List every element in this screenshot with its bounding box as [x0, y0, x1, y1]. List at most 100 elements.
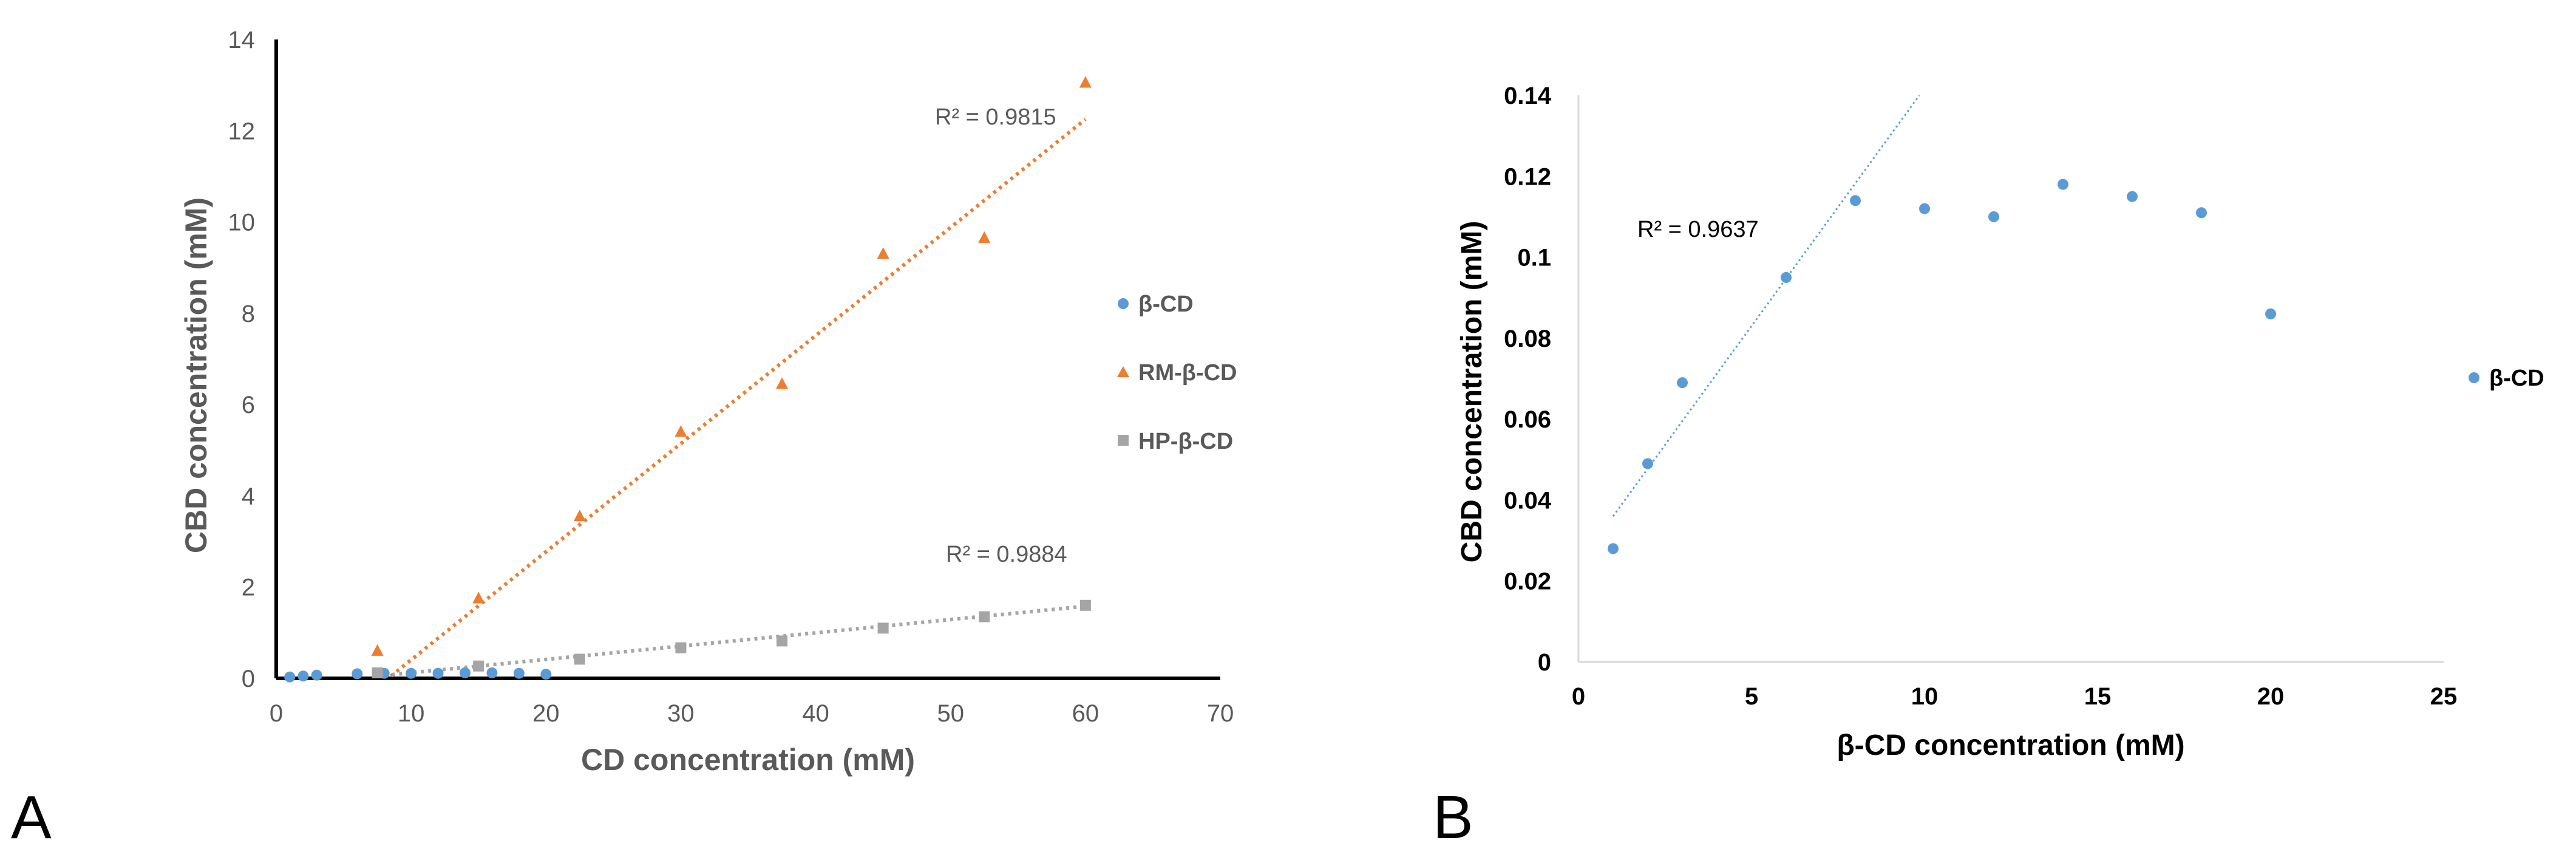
legend-beta-cd-label: β-CD — [1138, 292, 1194, 317]
chart-a-x-tick-label: 30 — [667, 700, 695, 727]
chart-a-x-tick-label: 10 — [398, 700, 425, 727]
legend-beta-cd-marker — [1118, 298, 1129, 309]
data-point-beta-cd — [432, 667, 444, 679]
data-point-rm-beta-cd — [978, 231, 991, 243]
data-point-beta-cd — [2196, 207, 2207, 219]
chart-b-y-tick-label: 0 — [1538, 649, 1551, 676]
chart-a-x-tick-label: 50 — [937, 700, 964, 727]
chart-a-x-tick-label: 0 — [270, 700, 283, 727]
chart-a-tick-labels: 0 10 20 30 40 50 60 70 0 2 4 6 8 10 12 14 — [228, 27, 1234, 727]
data-point-beta-cd — [2127, 191, 2138, 202]
chart-a-legend: β-CD RM-β-CD HP-β-CD — [1117, 292, 1237, 454]
data-point-beta-cd — [2265, 308, 2276, 319]
chart-b-y-tick-label: 0.12 — [1504, 163, 1551, 190]
chart-a-x-tick-label: 20 — [532, 700, 560, 727]
data-point-rm-beta-cd — [371, 644, 384, 656]
chart-b-x-tick-label: 5 — [1745, 683, 1758, 710]
chart-b-x-tick-label: 25 — [2430, 683, 2458, 710]
data-point-hp-beta-cd — [372, 667, 383, 678]
chart-a-data-points — [284, 76, 1092, 683]
chart-a-y-tick-label: 0 — [242, 666, 255, 692]
legend-b-beta-cd-marker — [2469, 372, 2479, 383]
chart-b-data-points — [1608, 179, 2276, 554]
chart-b-y-tick-label: 0.14 — [1504, 83, 1552, 109]
chart-a-xlabel: CD concentration (mM) — [581, 743, 915, 777]
chart-b-y-tick-label: 0.04 — [1504, 487, 1552, 514]
chart-b-legend: β-CD — [2469, 366, 2544, 391]
data-point-hp-beta-cd — [877, 622, 889, 634]
trendline--cd — [1612, 95, 1920, 517]
chart-a: 0 10 20 30 40 50 60 70 0 2 4 6 8 10 12 14 CD concentrat… — [11, 27, 1237, 851]
chart-b-xlabel: β-CD concentration (mM) — [1837, 729, 2184, 762]
chart-b-x-tick-label: 20 — [2257, 683, 2285, 710]
chart-a-r2-hp: R² = 0.9884 — [946, 542, 1067, 567]
data-point-rm-beta-cd — [1079, 76, 1092, 88]
chart-b-trendlines — [1612, 95, 1920, 517]
chart-a-x-tick-label: 70 — [1207, 700, 1234, 727]
chart-a-y-tick-label: 4 — [242, 483, 255, 510]
chart-a-y-tick-label: 10 — [228, 210, 256, 236]
data-point-beta-cd — [1988, 211, 1999, 222]
data-point-beta-cd — [1919, 203, 1930, 214]
data-point-beta-cd — [460, 667, 471, 678]
data-point-beta-cd — [486, 667, 498, 678]
data-point-beta-cd — [1677, 377, 1688, 389]
data-point-rm-beta-cd — [472, 592, 485, 604]
panel-b-label: B — [1433, 783, 1473, 851]
trendline-hp-cd — [377, 604, 1086, 678]
chart-b-x-tick-label: 10 — [1911, 683, 1939, 710]
data-point-beta-cd — [1642, 458, 1653, 469]
data-point-beta-cd — [513, 667, 525, 679]
chart-b-tick-labels: 0 5 10 15 20 25 0 0.02 0.04 0.06 0.08 0.1 0.12 0.14 — [1504, 83, 2457, 710]
data-point-beta-cd — [284, 671, 296, 683]
data-point-beta-cd — [352, 668, 363, 680]
data-point-hp-beta-cd — [675, 642, 687, 653]
legend-b-beta-cd-label: β-CD — [2489, 366, 2544, 391]
chart-a-x-tick-label: 60 — [1072, 700, 1099, 727]
chart-b-x-tick-label: 0 — [1572, 683, 1585, 710]
chart-a-y-tick-label: 6 — [242, 392, 255, 418]
data-point-hp-beta-cd — [574, 653, 585, 665]
chart-b: 0 5 10 15 20 25 0 0.02 0.04 0.06 0.08 0.1 0.12 0.14 β… — [1433, 83, 2544, 851]
chart-b-y-tick-label: 0.02 — [1504, 568, 1551, 595]
legend-rm-beta-cd-marker — [1117, 366, 1129, 377]
chart-b-r2: R² = 0.9637 — [1637, 217, 1759, 242]
chart-a-y-tick-label: 14 — [228, 27, 256, 53]
data-point-hp-beta-cd — [979, 611, 990, 622]
chart-a-y-tick-label: 12 — [228, 118, 256, 145]
data-point-beta-cd — [311, 669, 322, 681]
data-point-rm-beta-cd — [776, 377, 789, 389]
data-point-rm-beta-cd — [877, 247, 889, 259]
trendline-rm-cd — [389, 118, 1087, 678]
chart-b-ylabel: CBD concentration (mM) — [1456, 221, 1488, 563]
data-point-beta-cd — [297, 670, 309, 682]
chart-a-y-tick-label: 2 — [242, 574, 255, 601]
chart-b-y-tick-label: 0.06 — [1504, 406, 1551, 433]
chart-b-y-tick-label: 0.08 — [1504, 326, 1551, 352]
data-point-rm-beta-cd — [573, 510, 586, 522]
data-point-beta-cd — [1850, 195, 1861, 206]
chart-b-axes — [1577, 95, 2444, 663]
chart-b-y-tick-label: 0.1 — [1517, 245, 1551, 271]
chart-a-x-tick-label: 40 — [802, 700, 829, 727]
legend-hp-beta-cd-label: HP-β-CD — [1138, 429, 1233, 454]
chart-a-ylabel: CBD concentration (mM) — [179, 197, 213, 553]
data-point-rm-beta-cd — [675, 425, 687, 437]
chart-a-r2-rm: R² = 0.9815 — [935, 104, 1056, 130]
chart-b-x-tick-label: 15 — [2084, 683, 2112, 710]
data-point-beta-cd — [540, 669, 552, 680]
chart-a-trendlines — [377, 118, 1087, 678]
legend-rm-beta-cd-label: RM-β-CD — [1138, 360, 1237, 386]
data-point-hp-beta-cd — [473, 660, 484, 672]
chart-a-axes — [274, 39, 1220, 680]
data-point-hp-beta-cd — [777, 635, 788, 647]
chart-a-y-tick-label: 8 — [242, 301, 255, 327]
data-point-hp-beta-cd — [1079, 599, 1091, 611]
data-point-beta-cd — [406, 667, 417, 679]
data-point-beta-cd — [2058, 179, 2068, 190]
data-point-beta-cd — [1608, 543, 1619, 554]
legend-hp-beta-cd-marker — [1118, 435, 1129, 446]
data-point-beta-cd — [1781, 271, 1792, 283]
panel-a-label: A — [11, 783, 52, 851]
